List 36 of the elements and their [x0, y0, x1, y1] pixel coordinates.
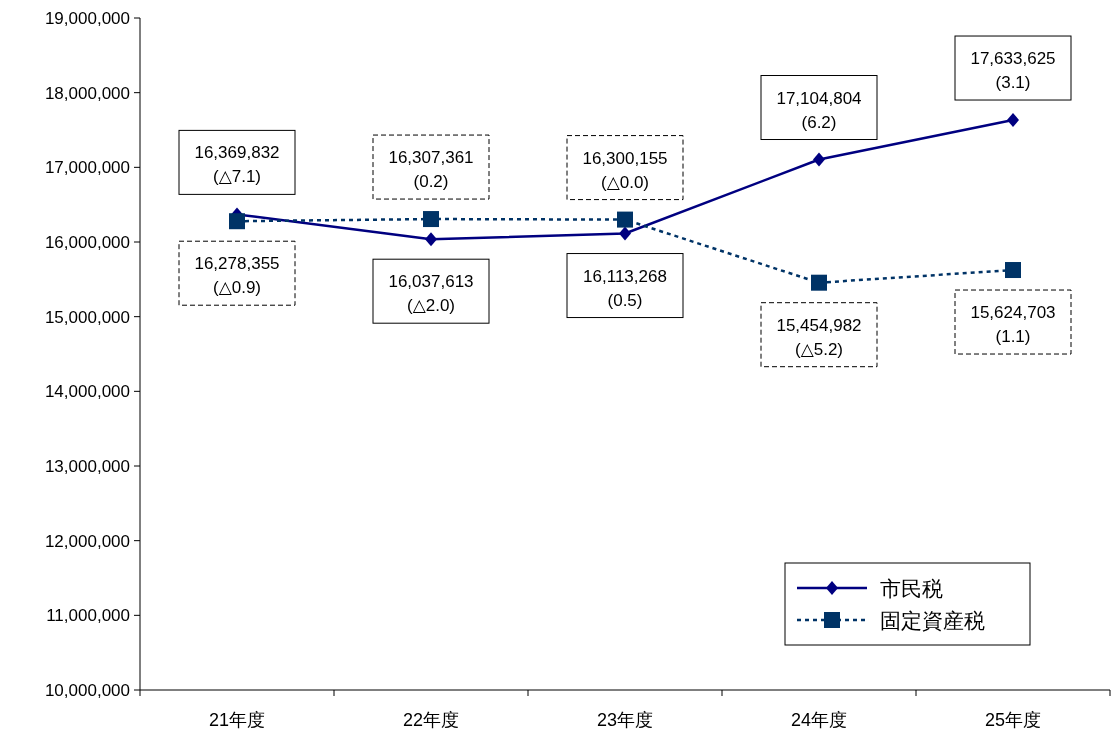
y-tick-label: 10,000,000: [44, 681, 130, 700]
point: [425, 232, 437, 247]
data-label: 17,633,625 (3.1): [970, 49, 1056, 93]
legend-label: 市民税: [880, 577, 943, 600]
x-tick-label: 21年度: [208, 710, 266, 730]
y-tick-label: 19,000,000: [44, 9, 130, 28]
x-tick-label: 22年度: [402, 710, 460, 730]
y-tick-label: 17,000,000: [44, 158, 130, 178]
data-label: 15,624,703 (1.1): [970, 303, 1056, 347]
y-tick-label: 13,000,000: [44, 457, 130, 476]
data-label: 16,113,268 (0.5): [583, 266, 667, 310]
point: [617, 211, 633, 228]
point: [813, 152, 825, 167]
y-tick-label: 18,000,000: [44, 83, 130, 103]
data-label: 16,300,155 (△0.0): [582, 148, 668, 192]
y-tick-label: 14,000,000: [44, 382, 130, 402]
y-tick-label: 16,000,000: [44, 233, 130, 252]
point: [1005, 262, 1021, 279]
point: [619, 226, 631, 241]
point: [229, 213, 245, 230]
point: [811, 274, 827, 291]
data-label: 16,037,613 (△2.0): [388, 272, 474, 316]
x-tick-label: 23年度: [596, 710, 654, 730]
legend-label: 固定資産税: [880, 609, 985, 632]
data-label: 16,369,832 (△7.1): [194, 143, 280, 187]
data-label: 16,278,355 (△0.9): [194, 254, 280, 298]
point: [1007, 113, 1019, 128]
y-tick-label: 15,000,000: [44, 307, 130, 327]
y-tick-label: 12,000,000: [44, 531, 130, 551]
data-label: 15,454,982 (△5.2): [776, 315, 862, 359]
x-tick-label: 24年度: [790, 710, 848, 730]
y-tick-label: 11,000,000: [46, 606, 130, 626]
x-tick-label: 25年度: [984, 710, 1042, 730]
data-label: 17,104,804 (6.2): [776, 88, 862, 132]
data-label: 16,307,361 (0.2): [388, 148, 474, 192]
point: [423, 211, 439, 228]
